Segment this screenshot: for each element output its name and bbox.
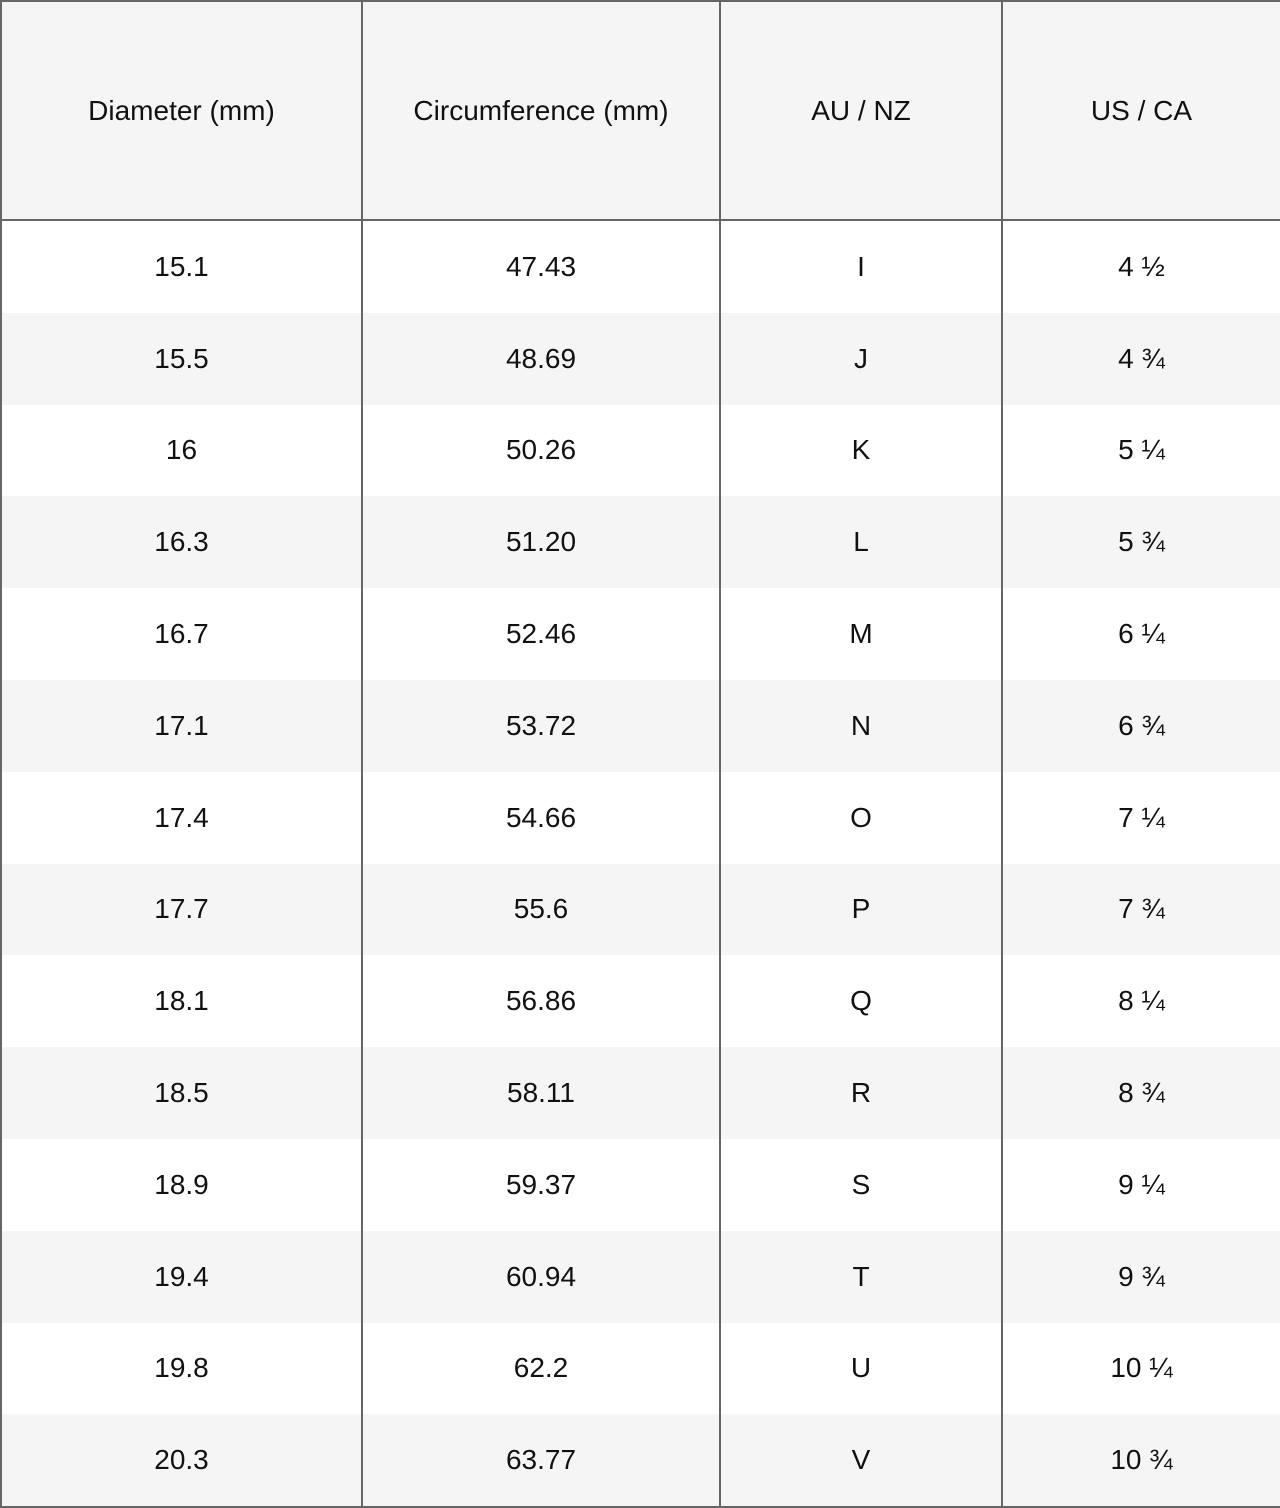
cell-diameter: 18.9 <box>0 1138 363 1231</box>
cell-us-ca: 10 ¼ <box>1001 1322 1280 1415</box>
cell-diameter: 19.8 <box>0 1322 363 1415</box>
cell-au-nz: O <box>719 771 1003 864</box>
table-row: 15.5 48.69 J 4 ¾ <box>0 312 1280 405</box>
cell-us-ca: 8 ¾ <box>1001 1047 1280 1139</box>
header-us-ca: US / CA <box>1001 0 1280 221</box>
cell-us-ca: 10 ¾ <box>1001 1414 1280 1508</box>
cell-us-ca: 5 ¼ <box>1001 404 1280 497</box>
table-row: 19.8 62.2 U 10 ¼ <box>0 1322 1280 1415</box>
header-row: Diameter (mm) Circumference (mm) AU / NZ… <box>0 0 1280 221</box>
cell-circumference: 63.77 <box>361 1414 721 1508</box>
cell-diameter: 15.1 <box>0 220 363 313</box>
cell-circumference: 54.66 <box>361 771 721 864</box>
table-row: 15.1 47.43 I 4 ½ <box>0 220 1280 313</box>
table-row: 19.4 60.94 T 9 ¾ <box>0 1230 1280 1323</box>
cell-diameter: 18.5 <box>0 1047 363 1139</box>
cell-diameter: 15.5 <box>0 312 363 405</box>
cell-diameter: 19.4 <box>0 1230 363 1323</box>
cell-circumference: 58.11 <box>361 1047 721 1139</box>
header-circumference: Circumference (mm) <box>361 0 721 221</box>
cell-us-ca: 6 ¾ <box>1001 679 1280 772</box>
cell-circumference: 55.6 <box>361 863 721 956</box>
header-au-nz: AU / NZ <box>719 0 1003 221</box>
cell-au-nz: N <box>719 679 1003 772</box>
table-row: 17.1 53.72 N 6 ¾ <box>0 679 1280 772</box>
cell-us-ca: 9 ¼ <box>1001 1138 1280 1231</box>
cell-diameter: 17.4 <box>0 771 363 864</box>
cell-us-ca: 8 ¼ <box>1001 955 1280 1048</box>
cell-circumference: 53.72 <box>361 679 721 772</box>
table-row: 17.7 55.6 P 7 ¾ <box>0 863 1280 956</box>
cell-us-ca: 6 ¼ <box>1001 588 1280 680</box>
table-row: 18.1 56.86 Q 8 ¼ <box>0 955 1280 1048</box>
cell-au-nz: S <box>719 1138 1003 1231</box>
cell-au-nz: P <box>719 863 1003 956</box>
cell-diameter: 17.7 <box>0 863 363 956</box>
cell-diameter: 18.1 <box>0 955 363 1048</box>
cell-au-nz: I <box>719 220 1003 313</box>
cell-au-nz: R <box>719 1047 1003 1139</box>
table-row: 18.5 58.11 R 8 ¾ <box>0 1047 1280 1139</box>
cell-au-nz: U <box>719 1322 1003 1415</box>
cell-diameter: 20.3 <box>0 1414 363 1508</box>
cell-circumference: 56.86 <box>361 955 721 1048</box>
cell-circumference: 51.20 <box>361 496 721 589</box>
cell-circumference: 52.46 <box>361 588 721 680</box>
cell-us-ca: 4 ½ <box>1001 220 1280 313</box>
cell-diameter: 16.3 <box>0 496 363 589</box>
cell-circumference: 47.43 <box>361 220 721 313</box>
cell-us-ca: 5 ¾ <box>1001 496 1280 589</box>
table-row: 16.7 52.46 M 6 ¼ <box>0 588 1280 680</box>
cell-us-ca: 9 ¾ <box>1001 1230 1280 1323</box>
cell-circumference: 62.2 <box>361 1322 721 1415</box>
cell-diameter: 16.7 <box>0 588 363 680</box>
table-row: 17.4 54.66 O 7 ¼ <box>0 771 1280 864</box>
cell-us-ca: 7 ¼ <box>1001 771 1280 864</box>
cell-au-nz: Q <box>719 955 1003 1048</box>
cell-diameter: 16 <box>0 404 363 497</box>
cell-circumference: 50.26 <box>361 404 721 497</box>
table-row: 16.3 51.20 L 5 ¾ <box>0 496 1280 589</box>
cell-au-nz: T <box>719 1230 1003 1323</box>
table-row: 18.9 59.37 S 9 ¼ <box>0 1138 1280 1231</box>
table-row: 16 50.26 K 5 ¼ <box>0 404 1280 497</box>
cell-circumference: 59.37 <box>361 1138 721 1231</box>
cell-circumference: 48.69 <box>361 312 721 405</box>
cell-circumference: 60.94 <box>361 1230 721 1323</box>
cell-us-ca: 4 ¾ <box>1001 312 1280 405</box>
header-diameter: Diameter (mm) <box>0 0 363 221</box>
cell-au-nz: L <box>719 496 1003 589</box>
cell-us-ca: 7 ¾ <box>1001 863 1280 956</box>
cell-au-nz: J <box>719 312 1003 405</box>
cell-diameter: 17.1 <box>0 679 363 772</box>
table-row: 20.3 63.77 V 10 ¾ <box>0 1414 1280 1508</box>
cell-au-nz: V <box>719 1414 1003 1508</box>
cell-au-nz: K <box>719 404 1003 497</box>
cell-au-nz: M <box>719 588 1003 680</box>
